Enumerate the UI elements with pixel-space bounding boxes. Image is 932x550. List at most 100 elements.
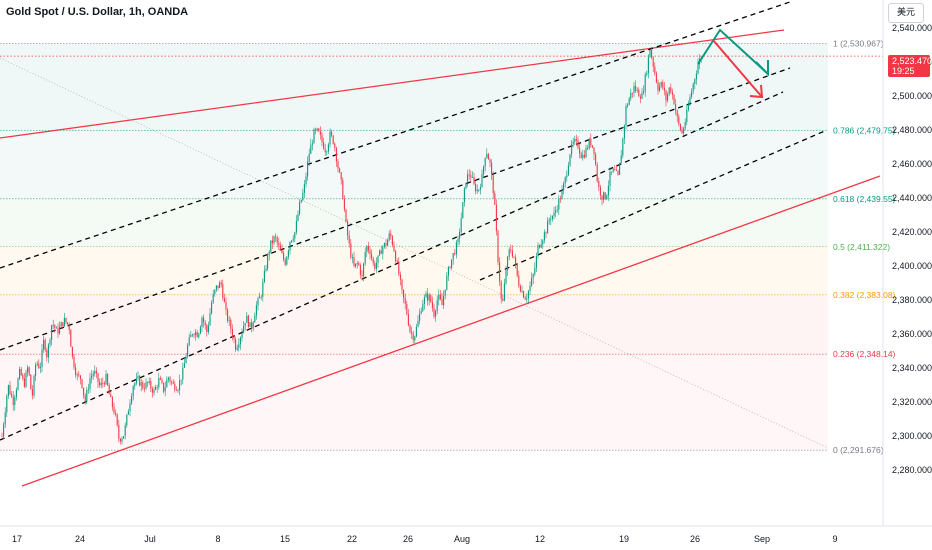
green-arrowhead [755, 60, 769, 77]
projection-arrows[interactable] [697, 28, 769, 99]
time-tick-label: Sep [754, 534, 770, 544]
time-tick-label: 26 [403, 534, 413, 544]
time-tick-label: 19 [619, 534, 629, 544]
candle-body [423, 297, 425, 305]
candle-body [356, 262, 358, 264]
candle-body [187, 345, 189, 357]
dashed-3-line[interactable] [0, 91, 784, 441]
candle-body [441, 299, 443, 306]
candle-body [353, 257, 355, 267]
candle-body [486, 153, 488, 158]
candle-body [540, 244, 542, 248]
candle-body [422, 304, 424, 312]
candle-body [438, 294, 440, 301]
candle-body [572, 141, 574, 144]
candle-body [694, 79, 696, 84]
candle-body [526, 298, 528, 300]
dashed-1-line[interactable] [0, 1, 791, 269]
price-tick-label: 2,440.000 [892, 193, 932, 203]
candle-body [630, 92, 632, 99]
time-tick-label: Aug [454, 534, 470, 544]
candle-body [259, 296, 261, 299]
candle-body [20, 369, 22, 376]
candle-body [641, 92, 643, 99]
candle-body [383, 243, 385, 247]
fib-level-label: 0.236 (2,348.14) [833, 349, 896, 359]
price-tick-label: 2,300.000 [892, 431, 932, 441]
candle-body [455, 242, 457, 255]
candle-body [92, 373, 94, 376]
candle-body [507, 257, 509, 271]
candle-body [431, 301, 433, 309]
candle-body [518, 275, 520, 287]
candle-body [683, 128, 685, 134]
candle-body [475, 184, 477, 192]
candle-body [539, 245, 541, 248]
candle-body [35, 364, 37, 377]
candle-body [260, 296, 262, 298]
time-tick-label: 17 [12, 534, 22, 544]
bearish-path-arrow[interactable] [712, 39, 763, 98]
lower-channel-line[interactable] [21, 175, 881, 487]
candle-body [515, 257, 517, 265]
candle-body [548, 219, 550, 222]
candle-body [38, 363, 40, 369]
price-axis[interactable]: 2,280.000 2,300.000 2,320.000 2,340.000 2,36… [892, 23, 932, 475]
candle-body [169, 377, 171, 382]
candle-body [590, 138, 592, 146]
candle-body [199, 327, 201, 334]
candle-body [675, 104, 677, 111]
candle-body [609, 171, 611, 186]
candle-body [460, 218, 462, 233]
candle-body [124, 425, 126, 437]
candle-body [79, 375, 81, 380]
fib-band [0, 198, 828, 247]
time-axis[interactable]: 17 24 Jul 8 15 22 26 Aug 12 19 26 Sep 9 [12, 534, 838, 544]
candle-body [246, 315, 248, 323]
candle-body [75, 367, 77, 375]
candles [1, 46, 702, 445]
candle-body [646, 73, 648, 75]
currency-button[interactable]: 美元 [888, 3, 924, 23]
candle-body [543, 232, 545, 241]
candle-body [695, 73, 697, 80]
candle-body [219, 282, 221, 288]
candle-body [446, 275, 448, 290]
candle-body [30, 374, 32, 390]
candle-body [73, 356, 75, 368]
candle-body [471, 177, 473, 178]
candle-body [676, 110, 678, 117]
candle-body [286, 256, 288, 265]
candle-body [457, 238, 459, 243]
bar-countdown: 19:25 [892, 66, 915, 76]
diagonal-dotted-line[interactable] [0, 57, 829, 449]
candle-body [651, 50, 653, 58]
candle-body [462, 202, 464, 219]
candle-body [385, 243, 387, 246]
candle-body [670, 87, 672, 92]
bullish-path-arrow[interactable] [697, 28, 769, 75]
candle-body [7, 385, 9, 396]
candle-body [236, 347, 238, 350]
price-tick-label: 2,540.000 [892, 23, 932, 33]
candle-body [174, 383, 176, 390]
candle-body [292, 238, 294, 241]
candle-body [527, 291, 529, 299]
candle-body [371, 254, 373, 259]
candle-body [47, 344, 49, 358]
candle-body [579, 147, 581, 154]
upper-channel-line[interactable] [0, 29, 785, 139]
price-tick-label: 2,480.000 [892, 125, 932, 135]
candle-body [428, 295, 430, 301]
candle-body [302, 192, 304, 201]
candle-body [547, 221, 549, 234]
candle-body [569, 154, 571, 166]
candle-body [366, 246, 368, 253]
candle-body [271, 240, 273, 244]
candle-body [129, 403, 131, 412]
candle-body [89, 378, 91, 390]
candle-body [617, 170, 619, 175]
candle-body [103, 383, 105, 385]
dashed-2-line[interactable] [0, 67, 791, 351]
